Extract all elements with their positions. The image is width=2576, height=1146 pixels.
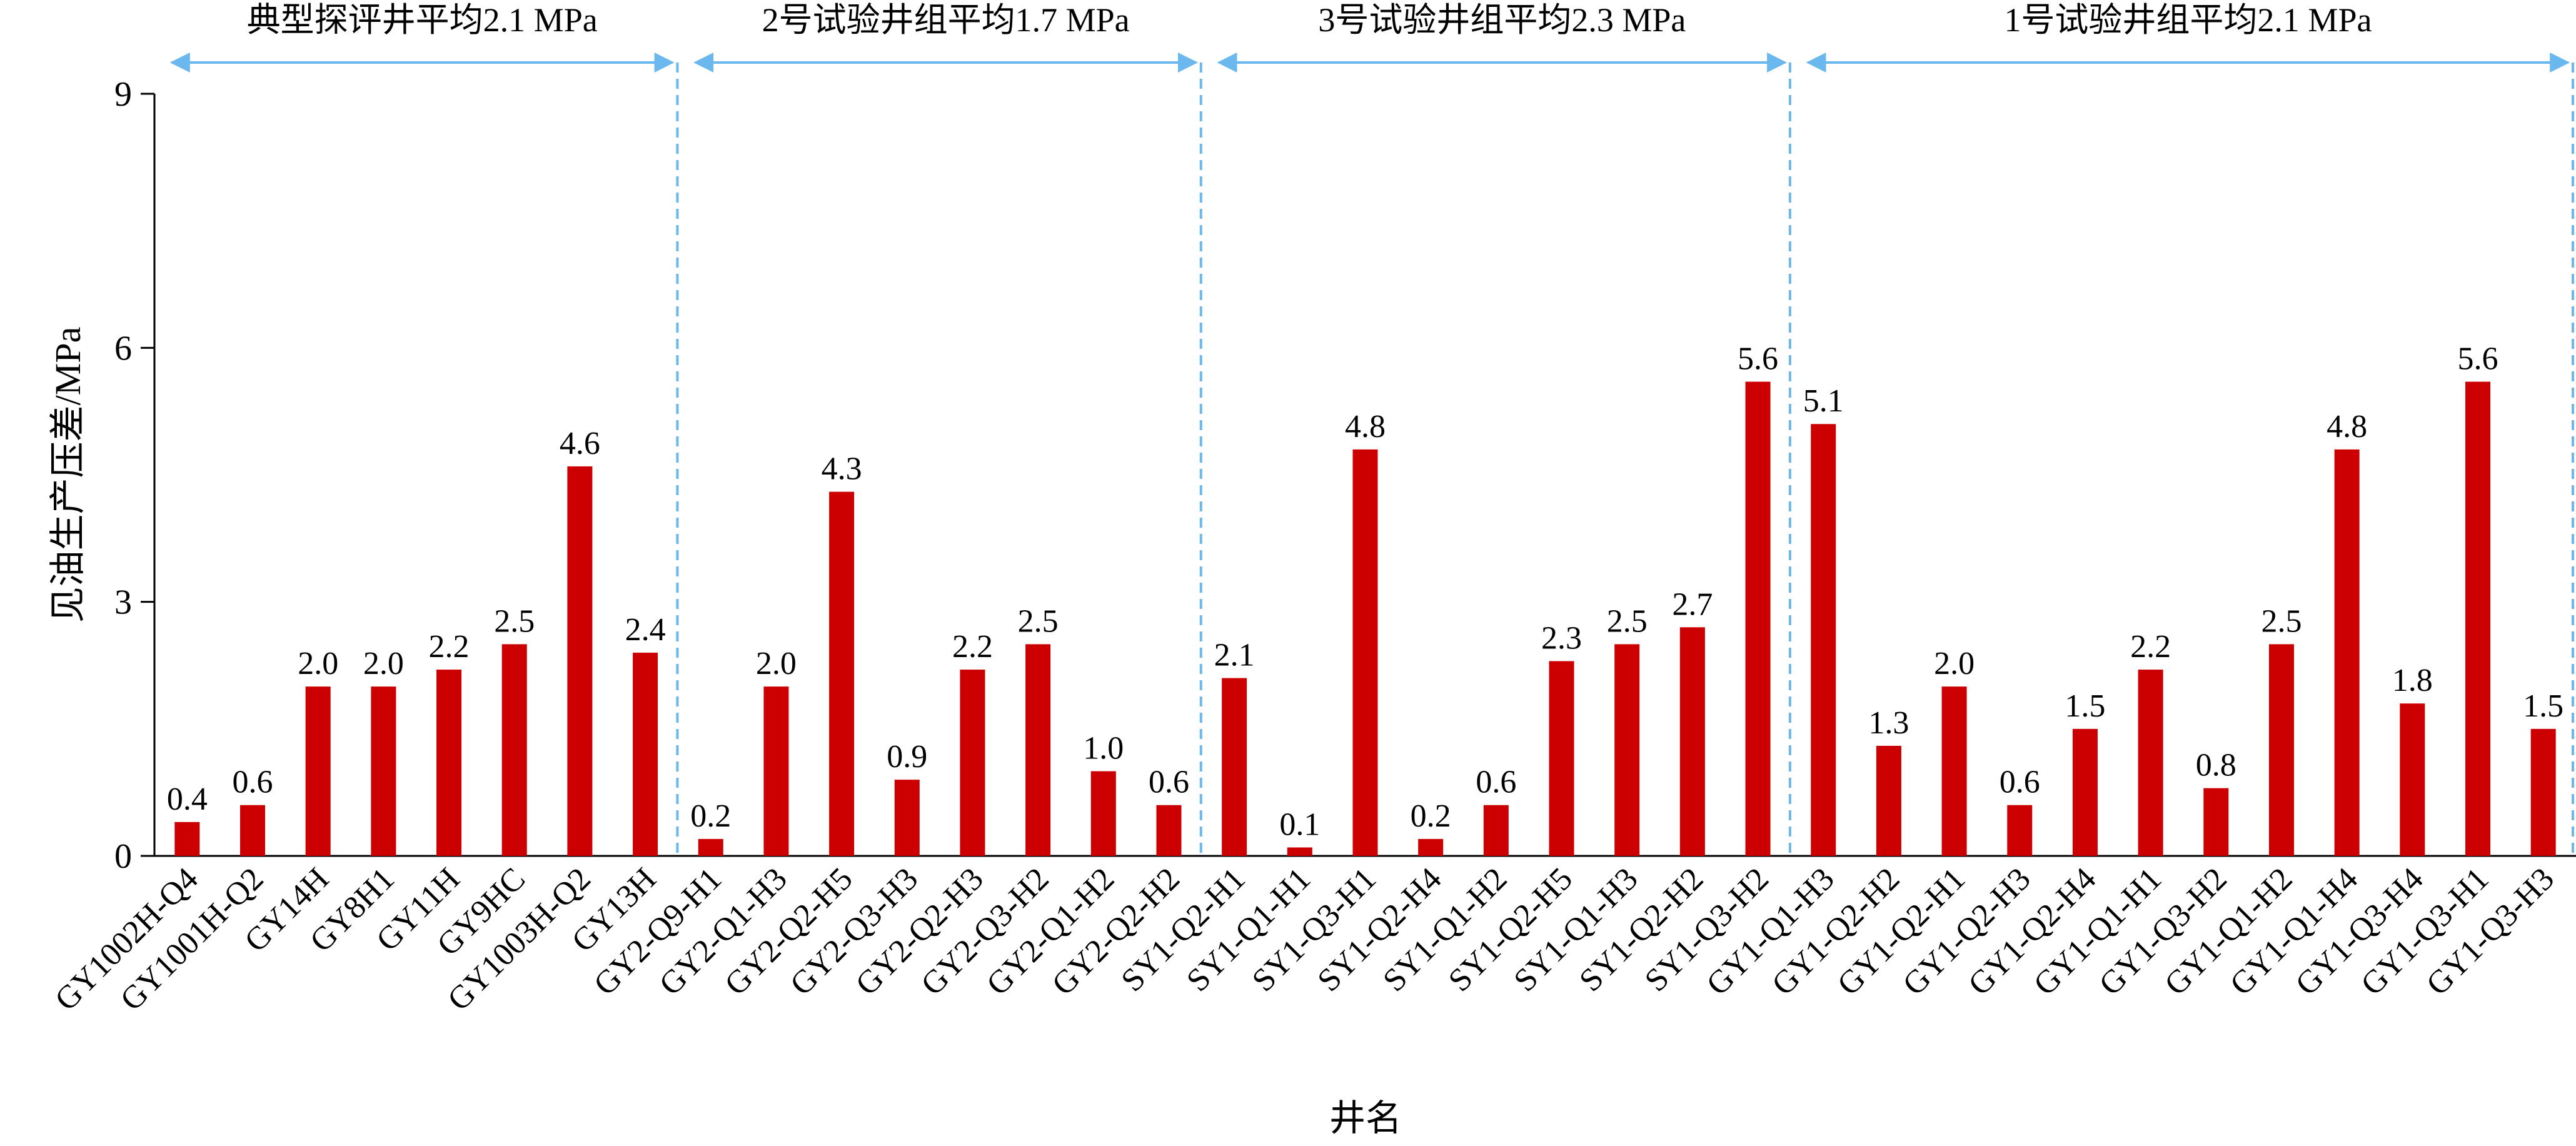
value-label: 5.6 xyxy=(1738,341,1778,377)
bar xyxy=(2465,381,2490,856)
value-label: 1.0 xyxy=(1083,731,1124,767)
y-tick-label: 3 xyxy=(114,583,132,622)
value-label: 2.5 xyxy=(2261,603,2302,639)
bar xyxy=(1222,678,1247,856)
value-label: 0.4 xyxy=(167,782,208,817)
bar xyxy=(763,686,789,856)
value-label: 2.1 xyxy=(1214,638,1255,673)
value-label: 1.5 xyxy=(2065,688,2105,724)
value-label: 1.8 xyxy=(2392,663,2433,698)
group-label: 1号试验井组平均2.1 MPa xyxy=(2004,1,2372,39)
bar xyxy=(2268,644,2294,856)
group-label: 2号试验井组平均1.7 MPa xyxy=(762,1,1130,39)
x-axis-title: 井名 xyxy=(1329,1098,1402,1138)
value-label: 4.6 xyxy=(560,426,600,461)
value-label: 0.6 xyxy=(1149,765,1189,800)
y-axis-title: 见油生产压差/MPa xyxy=(48,327,88,623)
bar xyxy=(960,670,985,856)
y-tick-label: 6 xyxy=(114,329,132,368)
group-label: 典型探评井平均2.1 MPa xyxy=(247,1,598,39)
value-label: 2.0 xyxy=(298,646,338,681)
value-label: 5.6 xyxy=(2457,341,2498,377)
bar xyxy=(567,466,593,856)
bar xyxy=(1025,644,1051,856)
value-label: 2.2 xyxy=(952,629,993,665)
bar xyxy=(1418,838,1444,856)
value-label: 0.6 xyxy=(2000,765,2040,800)
value-label: 0.2 xyxy=(1411,798,1451,834)
bar xyxy=(1614,644,1640,856)
bar xyxy=(1745,381,1771,856)
bar xyxy=(305,686,331,856)
bar xyxy=(1090,771,1116,856)
value-label: 2.4 xyxy=(625,612,666,648)
bar xyxy=(1811,424,1836,856)
bar xyxy=(2203,788,2229,856)
bar xyxy=(240,805,266,856)
bar xyxy=(1483,805,1509,856)
value-label: 0.8 xyxy=(2196,748,2236,783)
value-label: 5.1 xyxy=(1803,383,1844,419)
bar xyxy=(1352,449,1378,856)
value-label: 0.6 xyxy=(1476,765,1516,800)
value-label: 4.8 xyxy=(2327,409,2367,445)
bar xyxy=(2530,728,2556,856)
bar xyxy=(1941,686,1967,856)
group-label: 3号试验井组平均2.3 MPa xyxy=(1318,1,1686,39)
value-label: 1.3 xyxy=(1868,705,1909,741)
value-label: 2.0 xyxy=(363,646,404,681)
value-label: 1.5 xyxy=(2523,688,2563,724)
value-label: 2.5 xyxy=(1607,603,1648,639)
bar xyxy=(501,644,527,856)
bar xyxy=(1287,847,1312,856)
value-label: 2.5 xyxy=(1018,603,1059,639)
value-label: 0.9 xyxy=(887,739,927,775)
bar xyxy=(633,652,658,856)
bar xyxy=(2007,805,2033,856)
value-label: 2.7 xyxy=(1672,586,1713,622)
value-label: 2.2 xyxy=(429,629,470,665)
bar xyxy=(894,780,920,856)
bar xyxy=(436,670,462,856)
y-tick-label: 0 xyxy=(114,837,132,876)
bar xyxy=(1156,805,1182,856)
bar xyxy=(2400,703,2425,856)
value-label: 2.0 xyxy=(1934,646,1975,681)
bar xyxy=(1876,745,1901,856)
value-label: 0.6 xyxy=(233,765,273,800)
value-label: 0.1 xyxy=(1279,807,1320,842)
bar xyxy=(2334,449,2360,856)
bar xyxy=(371,686,396,856)
value-label: 2.2 xyxy=(2130,629,2171,665)
bar xyxy=(2072,728,2098,856)
bar xyxy=(698,838,723,856)
value-label: 4.8 xyxy=(1345,409,1386,445)
bar xyxy=(174,822,200,856)
value-label: 0.2 xyxy=(690,798,731,834)
value-label: 2.0 xyxy=(756,646,797,681)
bar xyxy=(1679,627,1705,856)
bar xyxy=(829,491,855,856)
bar xyxy=(1549,661,1574,856)
value-label: 2.3 xyxy=(1541,620,1582,656)
value-label: 2.5 xyxy=(494,603,535,639)
value-label: 4.3 xyxy=(822,451,862,487)
y-tick-label: 9 xyxy=(114,75,132,114)
bar xyxy=(2138,670,2163,856)
